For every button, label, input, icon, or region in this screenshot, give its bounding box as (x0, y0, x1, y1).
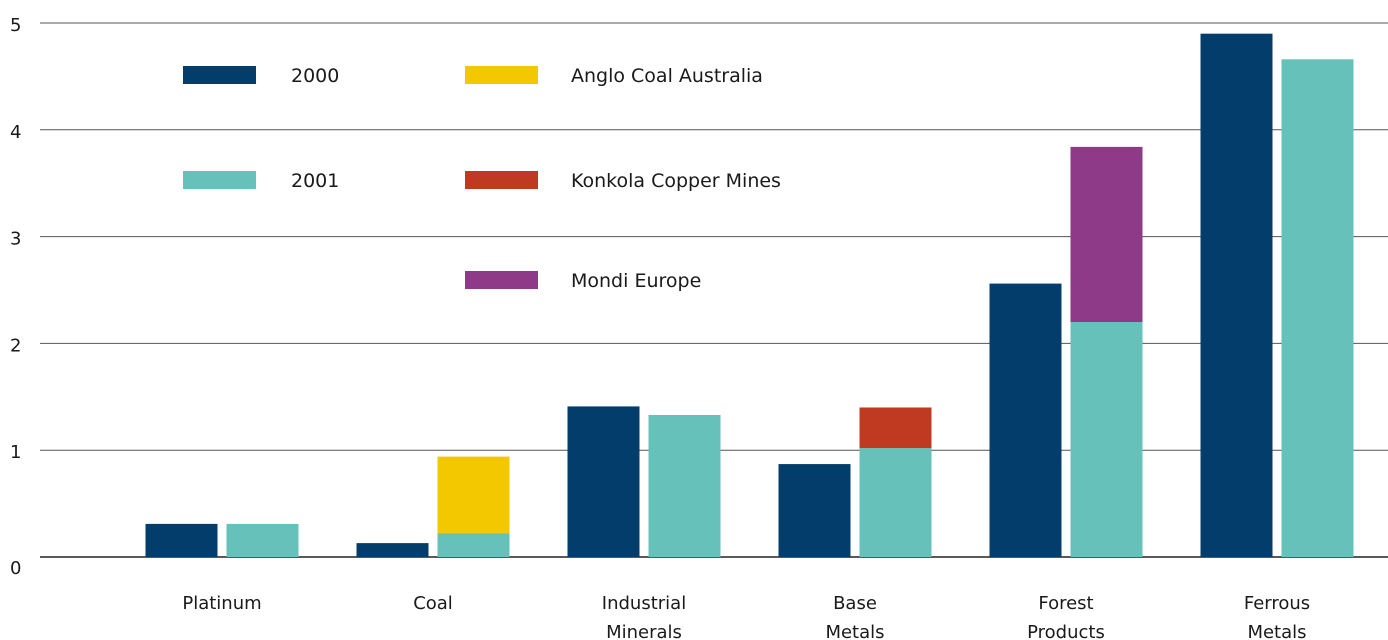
legend-label: Konkola Copper Mines (571, 170, 781, 192)
legend-swatch (183, 66, 256, 84)
x-category-label: Industrial (602, 593, 686, 614)
x-category-label: Minerals (606, 622, 682, 640)
bar-2001 (437, 533, 510, 557)
x-category-label: Metals (825, 622, 884, 640)
x-axis-category-labels: Platinum Coal Industrial Minerals Base Metals… (182, 593, 1310, 640)
legend: 2000 2001 Anglo Coal Australia Konkola Copp… (183, 65, 781, 292)
bar-2001 (1070, 322, 1143, 557)
x-category-label: Base (833, 593, 877, 614)
bar-2001 (648, 414, 721, 557)
gridlines (40, 22, 1388, 558)
y-tick-label: 1 (10, 442, 21, 463)
x-category-label: Ferrous (1244, 593, 1310, 614)
bars (145, 33, 1354, 558)
bar-konkola-copper-mines (859, 407, 932, 449)
bar-2000 (1200, 33, 1273, 558)
legend-label: Anglo Coal Australia (571, 65, 763, 87)
legend-swatch (465, 171, 538, 189)
x-category-label: Products (1027, 622, 1105, 640)
y-tick-label: 2 (10, 335, 21, 356)
legend-label: Mondi Europe (571, 270, 701, 292)
bar-2001 (859, 448, 932, 557)
legend-swatch (465, 66, 538, 84)
bar-anglo-coal-australia (437, 456, 510, 534)
legend-label: 2000 (291, 65, 339, 87)
bar-mondi-europe (1070, 146, 1143, 323)
y-tick-label: 0 (10, 558, 21, 579)
bar-2000 (567, 406, 640, 557)
x-category-label: Forest (1038, 593, 1093, 614)
legend-swatch (465, 271, 538, 289)
bar-2000 (356, 543, 429, 557)
bar-2000 (145, 523, 218, 557)
x-category-label: Coal (413, 593, 453, 614)
legend-swatch (183, 171, 256, 189)
bar-2000 (778, 464, 851, 557)
bar-2001 (1281, 59, 1354, 557)
y-tick-label: 4 (10, 122, 21, 143)
bar-2000 (989, 283, 1062, 557)
y-axis-tick-labels: 0 1 2 3 4 5 (10, 15, 21, 579)
x-category-label: Metals (1247, 622, 1306, 640)
x-category-label: Platinum (182, 593, 261, 614)
legend-label: 2001 (291, 170, 339, 192)
y-tick-label: 3 (10, 229, 21, 250)
y-tick-label: 5 (10, 15, 21, 36)
bar-2001 (226, 523, 299, 557)
